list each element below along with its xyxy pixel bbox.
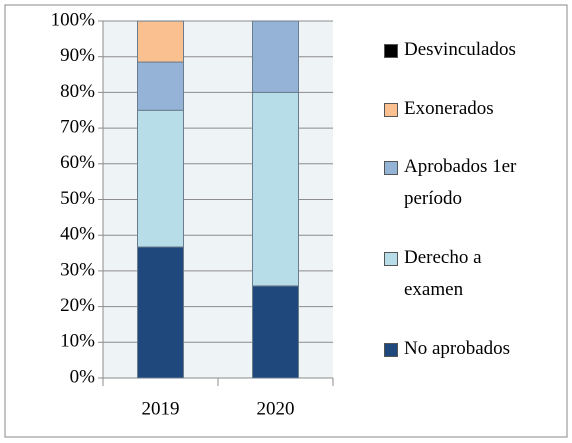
y-tick-label: 80%	[60, 81, 95, 102]
y-tick-label: 50%	[60, 188, 95, 209]
legend-item: Exonerados	[384, 93, 564, 125]
bar-segment	[137, 246, 184, 379]
legend-label: Exonerados	[404, 97, 494, 119]
legend-label: No aprobados	[404, 337, 511, 359]
legend-swatch	[384, 161, 398, 176]
legend-swatch	[384, 342, 398, 357]
legend-item: Derecho a examen	[384, 242, 564, 306]
legend-label: Aprobados 1er período	[404, 156, 517, 210]
y-tick-label: 60%	[60, 152, 95, 173]
legend-label: Desvinculados	[404, 39, 516, 61]
bar-segment	[252, 91, 299, 287]
legend-swatch	[384, 44, 398, 59]
y-tick-label: 40%	[60, 224, 95, 245]
legend-item: Desvinculados	[384, 34, 564, 66]
y-tick-label: 0%	[70, 366, 96, 387]
x-tick-label: 2019	[142, 398, 180, 419]
y-tick-label: 20%	[60, 295, 95, 316]
bar-segment	[137, 20, 184, 63]
x-tick-label: 2020	[257, 398, 295, 419]
y-tick-label: 10%	[60, 331, 95, 352]
y-tick-label: 100%	[51, 9, 96, 30]
bar-segment	[252, 285, 299, 379]
legend-swatch	[384, 102, 398, 117]
legend-item: Aprobados 1er período	[384, 151, 564, 215]
legend: Desvinculados Exonerados Aprobados 1er per…	[384, 21, 564, 378]
legend-swatch	[384, 252, 398, 267]
legend-item: No aprobados	[384, 333, 564, 365]
bar-segment	[137, 109, 184, 248]
bar-segment	[137, 61, 184, 111]
y-tick-label: 30%	[60, 259, 95, 280]
y-tick-label: 90%	[60, 45, 95, 66]
bar-segment	[252, 20, 299, 93]
legend-label: Derecho a examen	[404, 247, 482, 301]
y-tick-label: 70%	[60, 116, 95, 137]
